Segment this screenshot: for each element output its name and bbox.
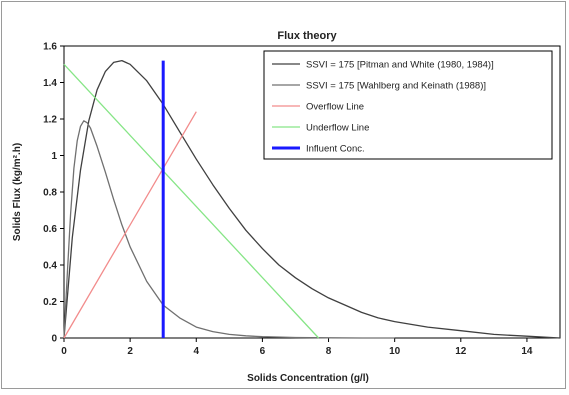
y-tick-label: 0 bbox=[51, 334, 57, 345]
chart-frame: Flux theory Solids Flux (kg/m².h) Solids… bbox=[1, 1, 566, 389]
series-line-3 bbox=[63, 111, 197, 339]
legend-label: Underflow Line bbox=[306, 123, 369, 134]
x-tick-label: 0 bbox=[61, 346, 67, 357]
x-tick-label: 12 bbox=[455, 346, 467, 357]
legend-label: SSVI = 175 [Pitman and White (1980, 1984… bbox=[306, 60, 494, 71]
legend-label: Influent Conc. bbox=[306, 144, 365, 155]
y-tick-label: 0.8 bbox=[43, 188, 57, 199]
series-line-4 bbox=[63, 63, 320, 339]
y-tick-label: 1.4 bbox=[43, 78, 57, 89]
y-tick-label: 1 bbox=[51, 151, 57, 162]
chart-title: Flux theory bbox=[277, 30, 337, 42]
legend-label: Overflow Line bbox=[306, 102, 364, 113]
y-tick-label: 0.4 bbox=[43, 261, 57, 272]
x-tick-label: 4 bbox=[193, 346, 199, 357]
x-tick-label: 6 bbox=[260, 346, 266, 357]
y-tick-label: 1.2 bbox=[43, 115, 57, 126]
series-line-2 bbox=[63, 120, 395, 339]
flux-chart: Flux theory Solids Flux (kg/m².h) Solids… bbox=[12, 30, 561, 384]
legend-box bbox=[263, 50, 553, 160]
legend-label: SSVI = 175 [Wahlberg and Keinath (1988)] bbox=[306, 81, 486, 92]
x-tick-label: 8 bbox=[326, 346, 332, 357]
y-tick-label: 0.2 bbox=[43, 297, 57, 308]
x-tick-label: 10 bbox=[389, 346, 401, 357]
series-line-1 bbox=[63, 59, 561, 339]
legend: SSVI = 175 [Pitman and White (1980, 1984… bbox=[263, 50, 553, 160]
x-tick-label: 14 bbox=[521, 346, 533, 357]
y-tick-label: 1.6 bbox=[43, 42, 57, 53]
plot-area: 0 0.2 0.4 0.6 0.8 1 1.2 1.4 1.6 0 2 4 6 8 10 12 14 bbox=[43, 42, 561, 357]
x-tick-label: 2 bbox=[127, 346, 133, 357]
y-tick-label: 0.6 bbox=[43, 224, 57, 235]
x-axis-label: Solids Concentration (g/l) bbox=[247, 373, 369, 384]
y-axis-label: Solids Flux (kg/m².h) bbox=[12, 143, 23, 241]
